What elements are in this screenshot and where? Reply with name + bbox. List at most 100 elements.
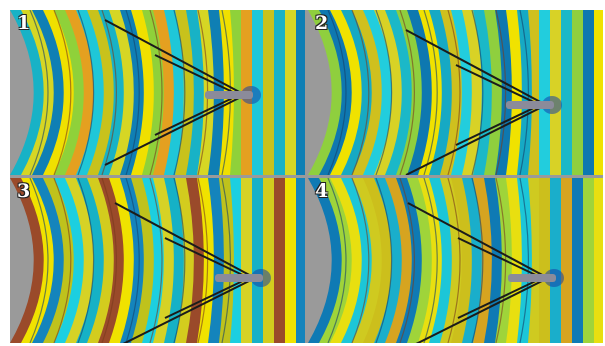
wake-lines (114, 202, 256, 343)
wave-band (98, 178, 126, 343)
wave-band (396, 10, 424, 175)
wave-band (484, 10, 504, 175)
image-grid: 1 2 3 4 (10, 10, 603, 343)
panel-4: 4 (308, 178, 603, 343)
wave-band (352, 10, 384, 175)
wake-lines (104, 19, 246, 166)
wave-band (407, 10, 434, 175)
contour-line (77, 10, 95, 175)
panel-number-4: 4 (315, 180, 329, 202)
wave-band (120, 10, 146, 175)
wave-band (308, 178, 344, 343)
wave-band (308, 10, 344, 175)
contour-line (447, 178, 461, 343)
wave-band (440, 178, 464, 343)
vessel-shape (508, 274, 556, 282)
wave-band (363, 10, 394, 175)
wave-band (319, 178, 354, 343)
contour-line (495, 10, 507, 175)
wave-pattern-image-4 (308, 178, 603, 343)
contour-line (53, 178, 72, 343)
wave-band (153, 10, 176, 175)
wave-band (142, 178, 166, 343)
wave-band (164, 178, 186, 343)
contour-line (125, 10, 140, 175)
wave-band (10, 178, 46, 343)
panel-number-1: 1 (17, 12, 31, 34)
wave-band (285, 10, 297, 175)
contour-line (519, 178, 529, 343)
contour-line (77, 178, 95, 343)
wave-band (462, 178, 484, 343)
contour-line (327, 178, 347, 343)
contour-line (197, 178, 209, 343)
wave-band (32, 178, 66, 343)
wave-band (583, 10, 595, 175)
contour-line (221, 178, 231, 343)
wave-band (572, 178, 584, 343)
contour-line (351, 178, 370, 343)
wave-band (550, 10, 562, 175)
contour-line (101, 10, 117, 175)
wave-band (175, 10, 196, 175)
wave-band (65, 10, 96, 175)
wave-band (429, 178, 454, 343)
wave-band (352, 178, 384, 343)
wave-band (583, 178, 595, 343)
contour-line (399, 10, 415, 175)
wake-lines (407, 202, 549, 343)
contour-line (423, 10, 438, 175)
wave-band (561, 178, 573, 343)
wave-band (285, 178, 297, 343)
wave-band (407, 178, 434, 343)
wave-band (295, 10, 305, 175)
contour-line (351, 10, 370, 175)
panel-1: 1 (10, 10, 305, 175)
wave-band (21, 178, 56, 343)
contour-line (327, 10, 347, 175)
wave-band (54, 178, 86, 343)
wake-lines (405, 29, 547, 175)
wave-band (440, 10, 464, 175)
wave-band (594, 178, 603, 343)
wave-band (396, 178, 424, 343)
wave-band (76, 10, 106, 175)
contour-line (447, 10, 461, 175)
vessel-shape (506, 101, 554, 109)
wave-band (98, 10, 126, 175)
wave-band (330, 10, 364, 175)
wave-band (572, 10, 584, 175)
wave-band (363, 178, 394, 343)
wave-band (241, 178, 253, 343)
contour-line (471, 10, 484, 175)
wave-band (550, 178, 562, 343)
contour-line (149, 10, 163, 175)
wave-band (109, 178, 136, 343)
wave-band (87, 10, 116, 175)
contour-line (29, 10, 49, 175)
wave-band (319, 10, 354, 175)
contour-line (149, 178, 163, 343)
wave-band (197, 178, 216, 343)
wave-band (109, 10, 136, 175)
panel-number-2: 2 (315, 12, 329, 34)
wave-band (539, 178, 551, 343)
contour-line (375, 10, 393, 175)
wave-pattern-image-2 (308, 10, 603, 175)
wave-band (418, 10, 444, 175)
wave-band (21, 10, 56, 175)
wave-band (252, 178, 264, 343)
vessel-shape (215, 274, 263, 282)
wave-band (65, 178, 96, 343)
wave-band (186, 10, 206, 175)
wave-band (451, 178, 474, 343)
wave-band (473, 178, 494, 343)
wave-band (43, 178, 76, 343)
contour-line (29, 178, 49, 343)
wave-band (517, 178, 534, 343)
wave-band (87, 178, 116, 343)
wave-band (385, 10, 414, 175)
wave-band (76, 178, 106, 343)
wave-band (495, 10, 514, 175)
contour-line (519, 10, 529, 175)
